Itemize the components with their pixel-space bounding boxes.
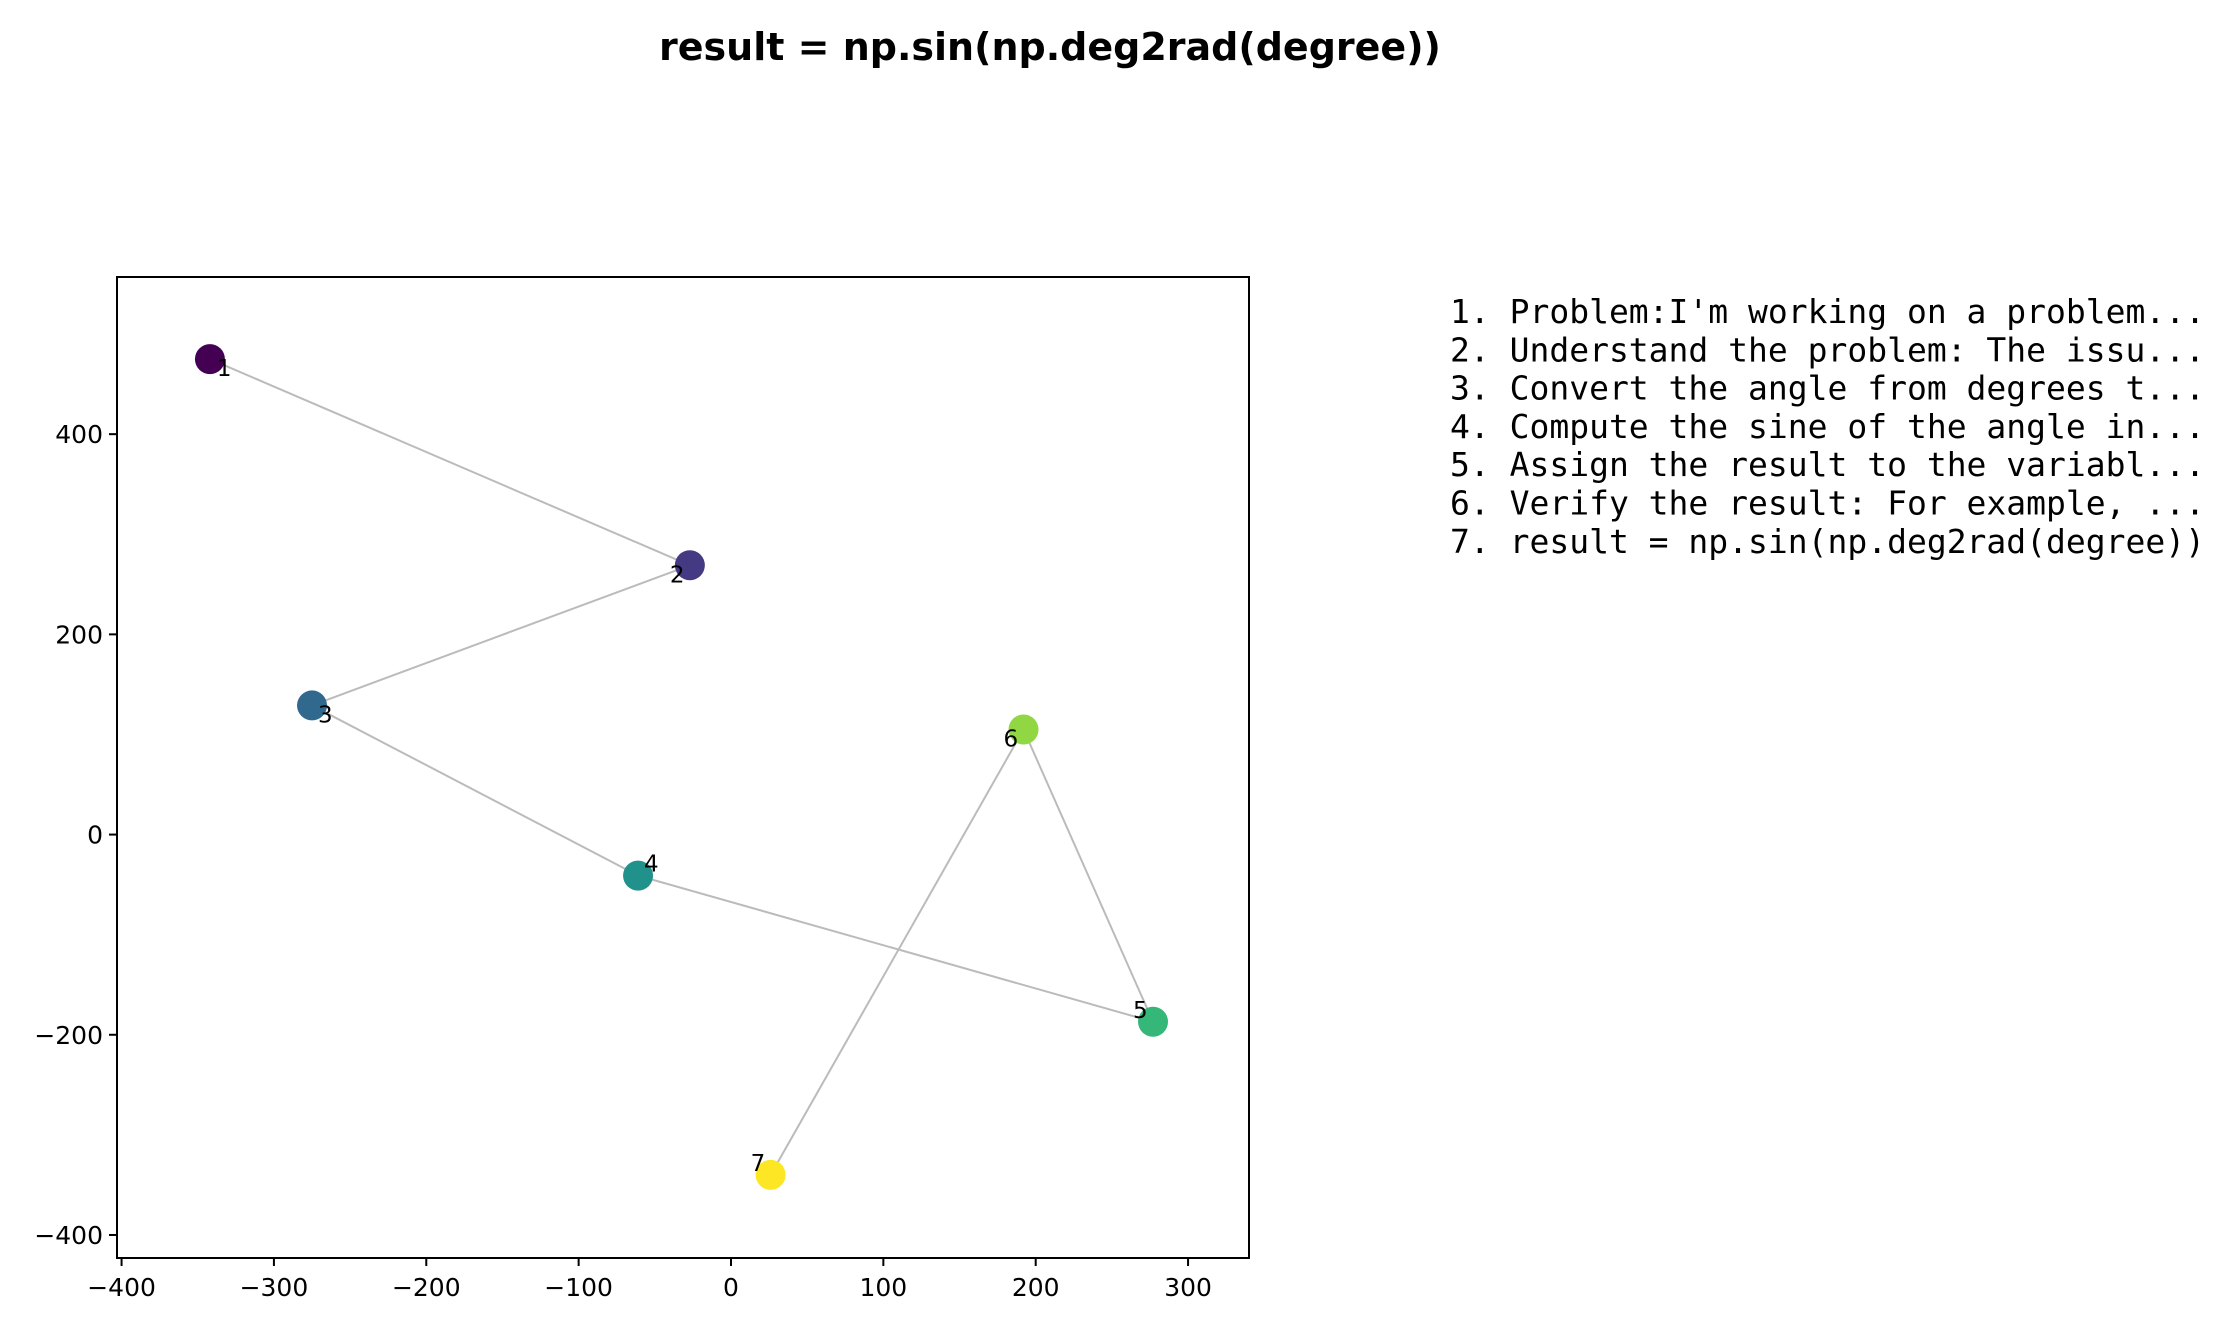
point-label-6: 6: [1004, 726, 1019, 752]
point-label-7: 7: [751, 1151, 766, 1177]
x-tick-label: 300: [1164, 1273, 1212, 1302]
connector-line: [1022, 729, 1154, 1023]
data-point-6: [1008, 714, 1039, 745]
step-annotation-6: 6. Verify the result: For example, ...: [1450, 484, 2205, 523]
x-tick-label: −200: [392, 1273, 461, 1302]
connector-line: [209, 358, 691, 567]
point-label-4: 4: [644, 852, 659, 878]
point-label-1: 1: [217, 356, 232, 382]
x-tick-label: −300: [240, 1273, 309, 1302]
point-labels: 1 2 3 4 5 6 7: [217, 356, 1148, 1177]
y-tick-label: −400: [34, 1221, 103, 1250]
data-point-1: [194, 344, 225, 375]
point-label-3: 3: [318, 702, 333, 728]
plot-frame: [116, 276, 1250, 1259]
connector-line: [311, 564, 691, 707]
step-annotation-5: 5. Assign the result to the variabl...: [1450, 445, 2205, 484]
x-tick-label: 200: [1012, 1273, 1060, 1302]
data-point-5: [1138, 1006, 1169, 1037]
point-label-5: 5: [1133, 998, 1148, 1024]
x-tick-label: 0: [723, 1273, 739, 1302]
step-annotation-1: 1. Problem:I'm working on a problem...: [1450, 292, 2205, 331]
connector-line: [637, 874, 1154, 1023]
data-point-3: [297, 690, 328, 721]
data-points: [194, 344, 1169, 1190]
y-tick-label: −200: [34, 1021, 103, 1050]
y-tick-label: 0: [87, 821, 103, 850]
data-point-2: [674, 550, 705, 581]
chart-title: result = np.sin(np.deg2rad(degree)): [659, 25, 1441, 69]
step-annotation-7: 7. result = np.sin(np.deg2rad(degree)): [1450, 522, 2205, 561]
step-annotation-4: 4. Compute the sine of the angle in...: [1450, 407, 2205, 446]
y-tick-label: 200: [55, 620, 103, 649]
data-point-4: [623, 860, 654, 891]
x-tick-label: −100: [544, 1273, 613, 1302]
x-tick-label: −400: [87, 1273, 156, 1302]
connector-line: [769, 728, 1025, 1176]
x-tick-label: 100: [859, 1273, 907, 1302]
step-annotation-2: 2. Understand the problem: The issu...: [1450, 330, 2205, 369]
x-axis: −400 −300 −200 −100 0 100 200 300: [87, 1258, 1212, 1302]
point-label-2: 2: [670, 562, 685, 588]
connector-line: [311, 704, 639, 877]
y-axis: −400 −200 0 200 400: [34, 420, 117, 1250]
connecting-lines: [209, 358, 1154, 1176]
step-annotations: 1. Problem:I'm working on a problem...2.…: [1450, 292, 2205, 561]
step-annotation-3: 3. Convert the angle from degrees t...: [1450, 369, 2205, 408]
y-tick-label: 400: [55, 420, 103, 449]
data-point-7: [755, 1159, 786, 1190]
